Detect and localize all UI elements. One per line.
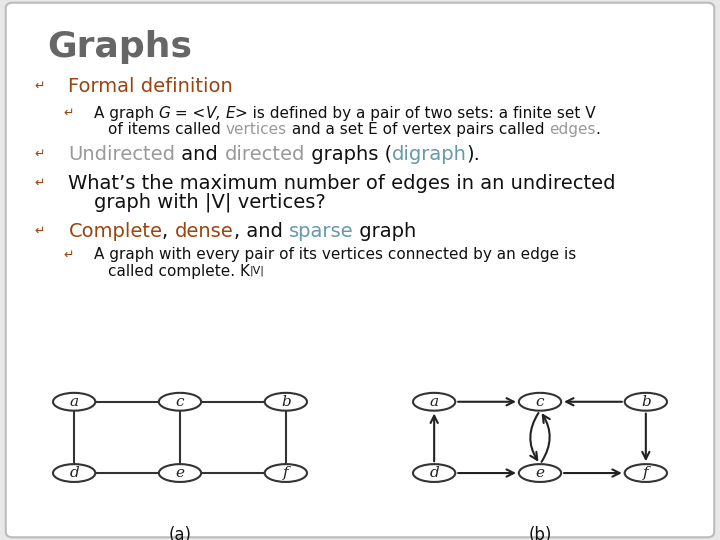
Text: ↵: ↵	[35, 80, 45, 93]
Text: b: b	[281, 395, 291, 409]
Text: E: E	[226, 106, 235, 121]
Ellipse shape	[265, 464, 307, 482]
FancyArrowPatch shape	[530, 413, 539, 460]
Ellipse shape	[413, 464, 455, 482]
FancyArrowPatch shape	[564, 469, 620, 477]
Text: ,: ,	[216, 106, 226, 121]
Text: (a): (a)	[168, 526, 192, 540]
Text: ).: ).	[467, 145, 481, 164]
Ellipse shape	[53, 393, 95, 410]
Ellipse shape	[625, 464, 667, 482]
Text: and: and	[176, 145, 225, 164]
Text: edges: edges	[549, 122, 595, 137]
FancyArrowPatch shape	[642, 414, 649, 459]
Ellipse shape	[519, 464, 561, 482]
Text: ↵: ↵	[35, 148, 45, 161]
Text: A graph with every pair of its vertices connected by an edge is: A graph with every pair of its vertices …	[94, 247, 576, 262]
FancyArrowPatch shape	[458, 398, 514, 406]
Text: .: .	[595, 122, 600, 137]
FancyArrowPatch shape	[541, 415, 550, 462]
Text: Complete: Complete	[68, 221, 163, 241]
Text: Undirected: Undirected	[68, 145, 176, 164]
Text: c: c	[536, 395, 544, 409]
Text: , and: , and	[233, 221, 289, 241]
Text: called complete. K: called complete. K	[108, 264, 250, 279]
Text: V: V	[206, 106, 216, 121]
Text: c: c	[176, 395, 184, 409]
Text: ↵: ↵	[63, 248, 73, 261]
Ellipse shape	[159, 393, 201, 410]
Text: d: d	[69, 466, 79, 480]
Text: and a set E of vertex pairs called: and a set E of vertex pairs called	[287, 122, 549, 137]
Text: digraph: digraph	[392, 145, 467, 164]
Text: f: f	[283, 466, 289, 480]
Text: f: f	[643, 466, 649, 480]
Text: e: e	[536, 466, 544, 480]
Text: a: a	[430, 395, 438, 409]
Text: graphs (: graphs (	[305, 145, 392, 164]
Ellipse shape	[625, 393, 667, 410]
Text: (b): (b)	[528, 526, 552, 540]
Text: A graph: A graph	[94, 106, 158, 121]
Text: graph with |V| vertices?: graph with |V| vertices?	[94, 193, 325, 212]
Ellipse shape	[519, 393, 561, 410]
Text: e: e	[176, 466, 184, 480]
Text: of items called: of items called	[108, 122, 225, 137]
Text: ↵: ↵	[35, 177, 45, 190]
Text: ↵: ↵	[35, 225, 45, 238]
Text: vertices: vertices	[225, 122, 287, 137]
FancyBboxPatch shape	[6, 3, 714, 537]
Text: graph: graph	[354, 221, 417, 241]
Text: > is defined by a pair of two sets: a finite set V: > is defined by a pair of two sets: a fi…	[235, 106, 596, 121]
FancyArrowPatch shape	[458, 469, 514, 477]
Ellipse shape	[413, 393, 455, 410]
Text: sparse: sparse	[289, 221, 354, 241]
Text: ,: ,	[163, 221, 175, 241]
FancyArrowPatch shape	[566, 398, 622, 406]
Text: dense: dense	[175, 221, 233, 241]
Ellipse shape	[159, 464, 201, 482]
Text: directed: directed	[225, 145, 305, 164]
Ellipse shape	[265, 393, 307, 410]
Text: = <: = <	[171, 106, 206, 121]
Text: Formal definition: Formal definition	[68, 77, 233, 96]
Text: a: a	[70, 395, 78, 409]
Text: d: d	[429, 466, 439, 480]
Text: What’s the maximum number of edges in an undirected: What’s the maximum number of edges in an…	[68, 174, 616, 193]
Text: |V|: |V|	[250, 266, 265, 276]
Text: G: G	[158, 106, 171, 121]
Text: b: b	[641, 395, 651, 409]
Text: Graphs: Graphs	[47, 30, 192, 64]
Ellipse shape	[53, 464, 95, 482]
Text: ↵: ↵	[63, 107, 73, 120]
FancyArrowPatch shape	[431, 416, 438, 461]
